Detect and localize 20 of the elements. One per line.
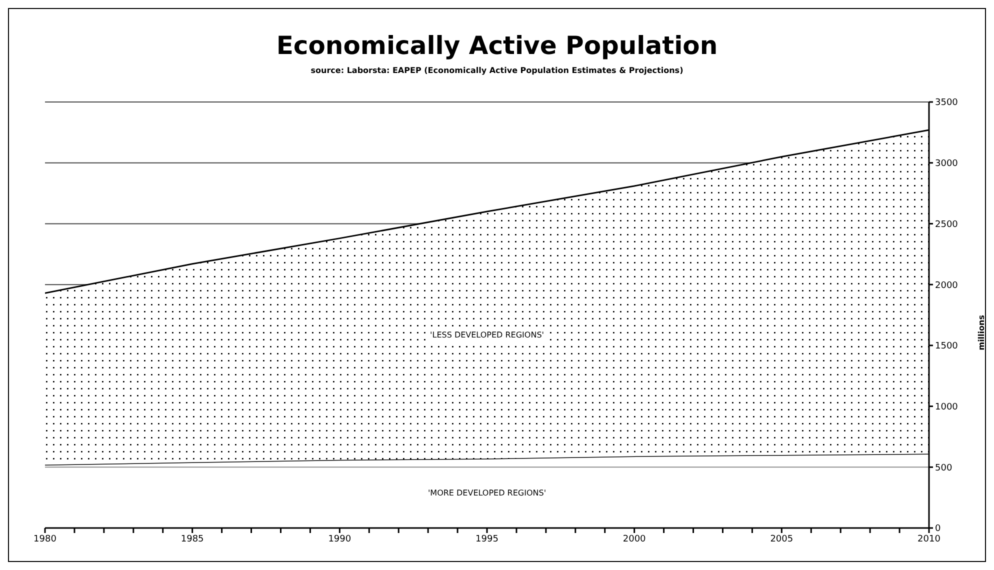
y-tick-label: 3500 bbox=[935, 98, 958, 108]
x-tick-label: 2010 bbox=[918, 534, 941, 544]
x-tick-label: 1990 bbox=[328, 534, 352, 544]
series-label: 'LESS DEVELOPED REGIONS' bbox=[428, 330, 546, 341]
y-tick-label: 3000 bbox=[935, 159, 958, 170]
series-label: 'MORE DEVELOPED REGIONS' bbox=[426, 488, 548, 499]
chart-subtitle: source: Laborsta: EAPEP (Economically Active Population Estimates & Projections) bbox=[310, 66, 684, 77]
chart-title: Economically Active Population bbox=[275, 31, 719, 60]
y-tick-label: 1500 bbox=[935, 342, 958, 352]
x-tick-label: 1995 bbox=[476, 534, 498, 544]
y-tick-label: 1000 bbox=[935, 402, 958, 412]
y-tick-label: 2000 bbox=[935, 280, 958, 291]
x-tick-label: 2000 bbox=[622, 534, 646, 544]
x-tick-label: 2005 bbox=[770, 534, 794, 544]
x-tick-label: 1980 bbox=[34, 534, 57, 544]
y-tick-label: 0 bbox=[935, 524, 941, 534]
y-axis-title: millions bbox=[976, 314, 986, 350]
x-tick-label: 1985 bbox=[180, 534, 204, 544]
y-tick-label: 500 bbox=[935, 463, 952, 474]
y-tick-label: 2500 bbox=[935, 220, 958, 230]
